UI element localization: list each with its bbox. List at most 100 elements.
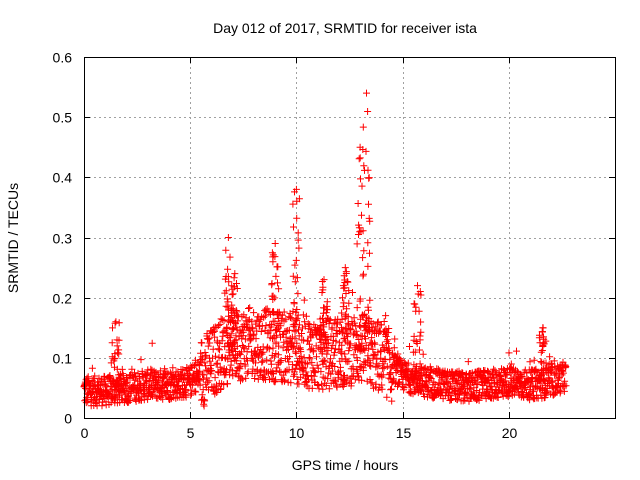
data-point xyxy=(358,376,366,384)
data-point xyxy=(291,370,298,378)
data-point xyxy=(212,352,219,360)
data-point xyxy=(304,372,312,380)
data-point xyxy=(344,329,352,337)
data-point xyxy=(263,356,271,364)
data-point xyxy=(322,336,330,344)
data-point xyxy=(308,384,316,392)
data-point xyxy=(257,367,265,375)
data-point xyxy=(311,369,319,377)
data-point xyxy=(286,353,294,361)
data-point xyxy=(275,285,283,293)
data-point xyxy=(294,290,302,298)
data-point xyxy=(287,314,294,322)
data-point xyxy=(339,294,346,302)
data-point xyxy=(226,352,234,360)
data-point xyxy=(290,300,298,308)
data-point xyxy=(122,379,130,387)
data-point xyxy=(142,376,150,384)
data-point xyxy=(295,332,303,340)
data-point xyxy=(277,357,285,364)
x-tick-label: 10 xyxy=(289,425,305,441)
data-point xyxy=(302,312,310,320)
data-point xyxy=(513,347,520,355)
data-point xyxy=(386,356,394,364)
data-point xyxy=(233,280,240,287)
data-point xyxy=(198,339,206,347)
data-point xyxy=(109,324,116,332)
data-point xyxy=(220,317,228,324)
data-point xyxy=(494,394,502,401)
data-point xyxy=(390,344,398,352)
data-point xyxy=(245,305,252,312)
data-point xyxy=(229,290,237,298)
data-point xyxy=(356,154,364,162)
data-point xyxy=(84,397,92,405)
data-point xyxy=(269,292,277,300)
data-point xyxy=(91,396,99,404)
y-tick-label: 0.6 xyxy=(53,50,73,66)
data-point xyxy=(341,311,349,319)
data-point xyxy=(227,330,235,338)
data-point xyxy=(241,362,249,370)
data-point xyxy=(459,369,467,377)
data-point xyxy=(313,353,320,361)
data-point xyxy=(328,361,336,369)
data-point xyxy=(224,303,232,311)
data-point xyxy=(115,374,123,382)
data-point xyxy=(535,334,543,342)
data-point xyxy=(349,289,356,296)
data-point xyxy=(223,295,231,303)
data-point xyxy=(356,297,364,305)
data-point xyxy=(110,380,117,388)
data-point xyxy=(474,381,482,388)
data-point xyxy=(559,369,567,377)
data-point xyxy=(189,381,197,389)
data-point xyxy=(353,356,361,364)
data-point xyxy=(159,395,167,403)
data-point xyxy=(331,349,338,357)
data-point xyxy=(271,294,279,302)
data-point xyxy=(416,360,424,368)
data-point xyxy=(491,367,499,375)
data-point xyxy=(427,375,435,382)
data-point xyxy=(270,308,277,316)
data-point xyxy=(302,368,310,376)
data-point xyxy=(213,389,221,396)
data-point xyxy=(510,390,518,398)
data-point xyxy=(319,385,327,393)
data-point xyxy=(471,377,479,385)
data-point xyxy=(356,143,364,151)
data-point xyxy=(204,342,212,350)
data-point xyxy=(537,358,545,365)
data-point xyxy=(233,342,241,350)
data-point xyxy=(304,360,312,368)
data-point xyxy=(111,363,118,371)
data-point xyxy=(325,320,333,328)
data-point xyxy=(131,369,138,377)
data-point xyxy=(115,319,123,327)
data-point xyxy=(358,182,366,190)
data-point xyxy=(244,357,251,365)
data-point xyxy=(166,369,174,377)
data-point xyxy=(224,380,231,388)
data-point xyxy=(394,350,402,358)
data-point xyxy=(406,382,414,390)
data-point xyxy=(290,223,297,231)
data-point xyxy=(416,288,424,295)
data-point xyxy=(358,211,365,219)
data-point xyxy=(338,315,346,323)
data-point xyxy=(341,325,349,333)
data-point xyxy=(233,326,241,334)
data-point xyxy=(197,349,205,357)
data-point xyxy=(365,174,373,182)
data-point xyxy=(382,312,390,320)
data-point xyxy=(366,249,373,257)
data-point xyxy=(316,325,324,333)
data-point xyxy=(239,328,247,336)
data-point xyxy=(443,378,451,386)
data-point xyxy=(347,340,355,348)
data-point xyxy=(293,214,301,222)
data-point xyxy=(467,370,475,377)
data-point xyxy=(255,353,262,361)
data-point xyxy=(341,350,349,358)
